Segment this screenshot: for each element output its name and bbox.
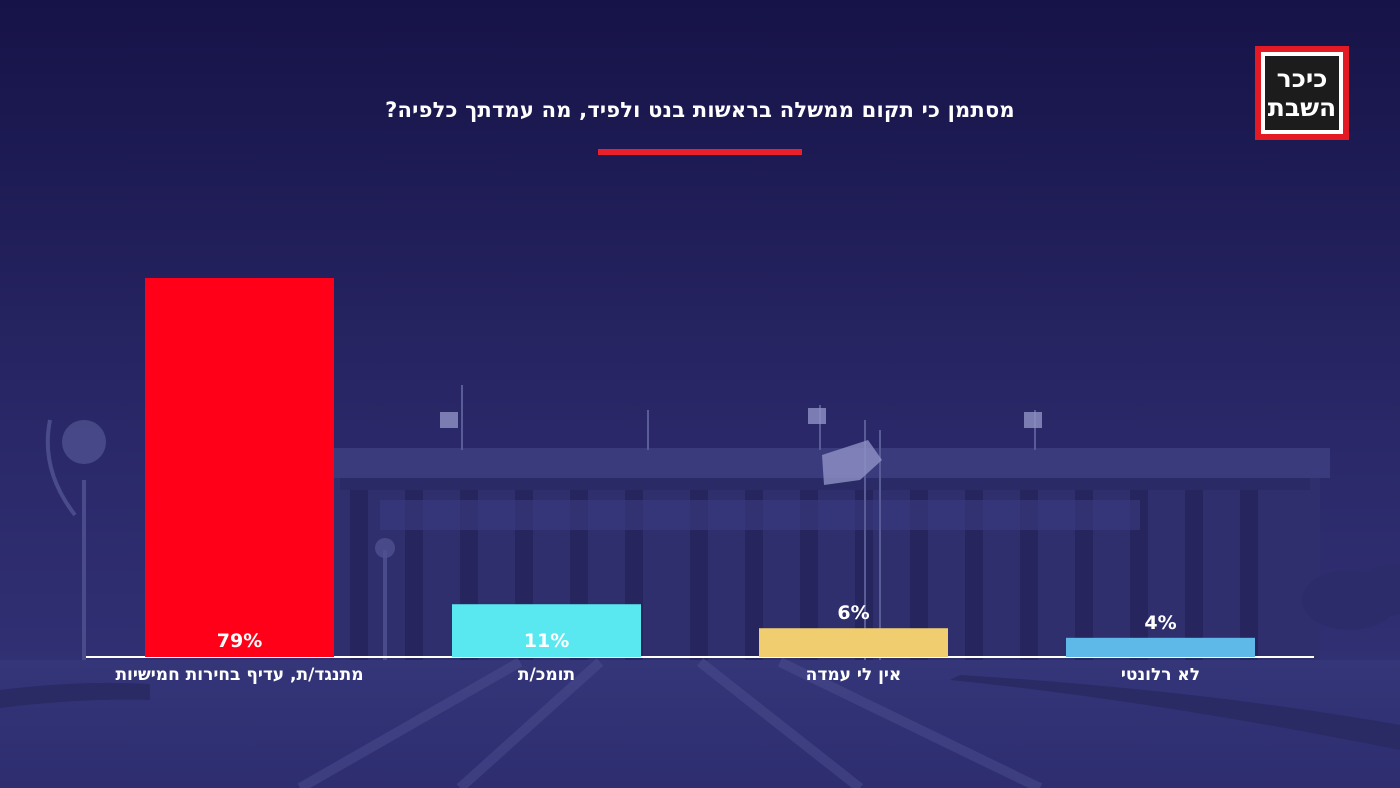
bar-4 — [1066, 637, 1255, 657]
logo-text-line1: כיכר — [1276, 64, 1328, 93]
bar-1 — [145, 278, 334, 657]
chart-title: מסתמן כי תקום ממשלה בראשות בנט ולפיד, מה… — [385, 98, 1015, 122]
bar-value-label-1: 79% — [217, 630, 262, 652]
bar-value-label-3: 6% — [837, 602, 869, 624]
logo-text-line2: השבת — [1267, 93, 1337, 122]
bar-value-label-2: 11% — [524, 630, 569, 652]
bar-2 — [452, 604, 641, 657]
title-underline — [598, 149, 802, 155]
logo-core: כיכר השבת — [1265, 56, 1339, 130]
category-label-3: אין לי עמדה — [806, 665, 902, 685]
logo-frame: כיכר השבת — [1261, 52, 1343, 134]
bar-3 — [759, 628, 948, 657]
category-label-1: מתנגד/ת, עדיף בחירות חמישיות — [115, 665, 363, 685]
bar-value-label-4: 4% — [1144, 612, 1176, 634]
category-label-2: תומכ/ת — [518, 665, 575, 685]
category-label-4: לא רלונטי — [1121, 665, 1200, 685]
site-logo[interactable]: כיכר השבת — [1255, 46, 1349, 140]
